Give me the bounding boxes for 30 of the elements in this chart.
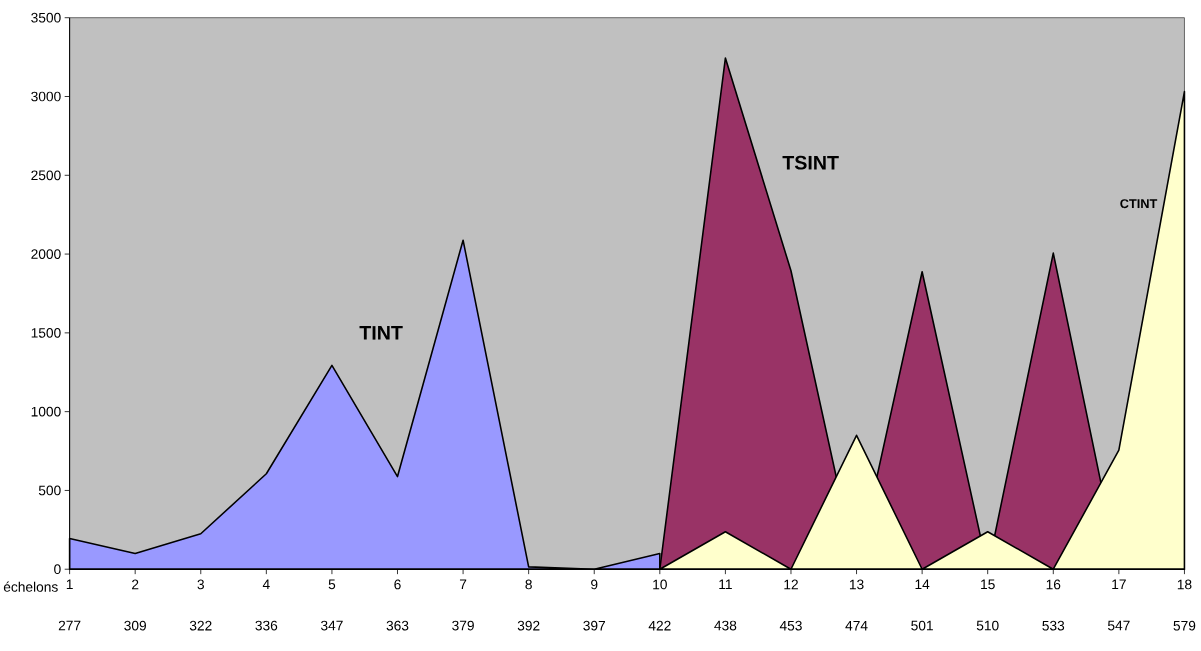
category-label: 7 379 <box>452 579 474 631</box>
y-tick-label: 500 <box>38 485 61 496</box>
y-tick-label: 3500 <box>31 12 61 23</box>
category-label: 2 309 <box>124 579 146 631</box>
y-tick-label: 3000 <box>31 91 61 102</box>
x-axis-title: échelons <box>3 581 58 592</box>
category-label: 15 510 <box>976 579 999 631</box>
category-label: 11 438 <box>714 579 737 631</box>
category-label: 13 474 <box>845 579 868 631</box>
series-label: TINT <box>359 326 403 340</box>
category-label: 3 322 <box>189 579 212 631</box>
category-label: 6 363 <box>386 579 409 631</box>
category-label: 1 277 <box>58 579 81 631</box>
series-label: CTINT <box>1120 199 1158 209</box>
series-label: TSINT <box>782 155 839 170</box>
category-label: 12 453 <box>779 579 802 631</box>
category-label: 18 579 <box>1173 579 1196 631</box>
category-label: 17 547 <box>1107 579 1130 631</box>
y-tick-label: 2500 <box>31 170 61 181</box>
category-label: 5 347 <box>320 579 343 631</box>
category-label: 9 397 <box>583 579 606 631</box>
y-tick-label: 0 <box>54 564 61 575</box>
y-tick-label: 2000 <box>31 249 61 259</box>
y-tick-label: 1000 <box>31 406 61 417</box>
category-label: 10 422 <box>648 579 671 631</box>
category-label: 4 336 <box>255 579 278 631</box>
category-label: 14 501 <box>911 579 933 631</box>
y-tick-label: 1500 <box>31 328 61 338</box>
category-label: 8 392 <box>517 579 540 631</box>
category-label: 16 533 <box>1042 579 1065 631</box>
